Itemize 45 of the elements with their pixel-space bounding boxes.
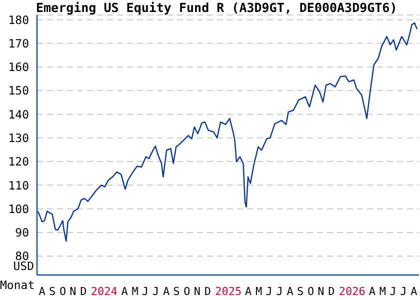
y-tick-label: 170 [8,36,30,50]
x-tick-label: S [296,285,304,298]
y-tick-label: 150 [8,84,30,98]
x-tick-label: D [204,285,211,298]
line-series [37,22,418,242]
x-axis-title: Monat [0,278,35,292]
y-tick-label: 110 [8,178,30,192]
y-tick-label: 100 [8,202,30,216]
x-tick-label: A [38,285,46,298]
x-tick-label: A [286,285,294,298]
x-tick-label: A [162,285,170,298]
x-tick-label: M [256,285,263,298]
x-tick-label: J [276,285,283,298]
x-tick-label: M [379,285,386,298]
x-tick-label: J [390,285,396,298]
x-tick-label: 2025 [215,285,242,298]
x-tick-label: J [400,285,407,298]
x-tick-label: O [59,285,66,298]
x-tick-label: D [328,285,335,298]
x-tick-label: A [410,285,418,298]
x-tick-label: N [70,285,76,298]
y-tick-label: 160 [8,60,30,74]
y-axis-title: USD [13,259,34,273]
x-tick-label: N [318,285,324,298]
x-tick-label: S [173,285,180,298]
x-tick-label: M [132,285,139,298]
y-tick-label: 120 [8,154,30,169]
x-tick-label: A [245,285,252,298]
y-tick-label: 90 [15,226,30,240]
x-tick-label: O [307,285,314,298]
y-tick-label: 180 [8,12,30,27]
x-tick-label: J [142,285,149,298]
x-tick-label: J [152,285,160,298]
x-tick-label: N [194,285,200,298]
x-tick-label: S [48,285,56,298]
x-tick-label: A [121,285,128,298]
y-tick-label: 130 [8,130,30,145]
x-tick-label: D [80,285,87,298]
x-tick-label: J [266,285,272,298]
x-tick-label: 2024 [90,285,118,298]
x-tick-label: O [184,285,190,298]
x-tick-label: 2026 [338,285,366,298]
x-tick-label: A [368,285,376,298]
y-tick-label: 140 [8,107,30,122]
chart-title: Emerging US Equity Fund R (A3D9GT, DE000A3D9GT6) [36,0,398,15]
